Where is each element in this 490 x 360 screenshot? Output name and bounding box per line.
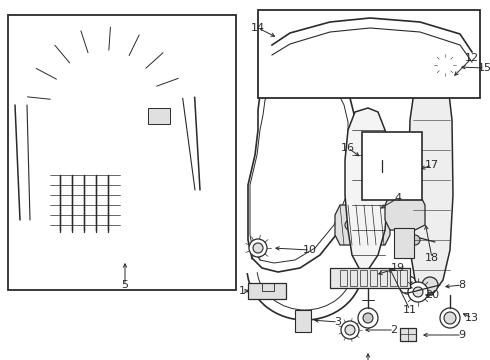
Circle shape xyxy=(341,321,359,339)
Circle shape xyxy=(422,277,438,293)
Polygon shape xyxy=(408,65,453,295)
Circle shape xyxy=(95,252,115,272)
Circle shape xyxy=(374,144,390,160)
Polygon shape xyxy=(472,50,480,65)
Polygon shape xyxy=(345,108,388,270)
Text: 20: 20 xyxy=(425,290,439,300)
Bar xyxy=(258,10,480,98)
Circle shape xyxy=(100,257,110,267)
Text: 2: 2 xyxy=(391,325,397,335)
Text: 16: 16 xyxy=(341,143,355,153)
Text: 10: 10 xyxy=(303,245,317,255)
Bar xyxy=(8,15,236,290)
Text: 19: 19 xyxy=(391,263,405,273)
Polygon shape xyxy=(50,243,82,268)
Text: 11: 11 xyxy=(403,305,417,315)
Bar xyxy=(262,283,274,291)
Polygon shape xyxy=(390,158,415,182)
Bar xyxy=(295,310,311,332)
Circle shape xyxy=(363,313,373,323)
Polygon shape xyxy=(385,195,425,230)
Circle shape xyxy=(152,82,158,88)
Bar xyxy=(390,270,397,286)
Text: 3: 3 xyxy=(335,317,342,327)
Text: 8: 8 xyxy=(459,280,466,290)
Text: 13: 13 xyxy=(465,313,479,323)
Circle shape xyxy=(253,243,263,253)
Text: 12: 12 xyxy=(465,53,479,63)
Text: 1: 1 xyxy=(239,286,245,296)
Text: 18: 18 xyxy=(425,253,439,263)
Text: 9: 9 xyxy=(459,330,466,340)
Circle shape xyxy=(249,239,267,257)
Text: 14: 14 xyxy=(251,23,265,33)
Polygon shape xyxy=(335,205,390,245)
Circle shape xyxy=(441,61,449,69)
Circle shape xyxy=(440,308,460,328)
Text: 5: 5 xyxy=(122,280,128,290)
Circle shape xyxy=(410,235,420,245)
Circle shape xyxy=(345,325,355,335)
Bar xyxy=(380,270,387,286)
Circle shape xyxy=(358,308,378,328)
Bar xyxy=(400,328,416,341)
Circle shape xyxy=(276,66,284,74)
Circle shape xyxy=(413,287,423,297)
Polygon shape xyxy=(367,168,398,192)
Text: 17: 17 xyxy=(425,160,439,170)
Bar xyxy=(148,108,170,124)
Polygon shape xyxy=(248,68,355,272)
Circle shape xyxy=(399,276,417,294)
Text: 15: 15 xyxy=(478,63,490,73)
Bar xyxy=(394,228,414,258)
Polygon shape xyxy=(20,175,165,240)
Bar xyxy=(370,270,377,286)
Bar xyxy=(362,132,422,200)
Bar xyxy=(360,270,367,286)
Bar xyxy=(350,270,357,286)
Polygon shape xyxy=(22,243,55,268)
Circle shape xyxy=(378,148,386,156)
Polygon shape xyxy=(267,55,290,82)
Text: 4: 4 xyxy=(394,193,402,203)
Bar xyxy=(330,268,410,288)
Circle shape xyxy=(408,282,428,302)
Bar xyxy=(400,270,407,286)
Circle shape xyxy=(444,312,456,324)
Circle shape xyxy=(437,57,453,73)
Bar xyxy=(340,270,347,286)
Bar xyxy=(248,283,286,299)
Polygon shape xyxy=(265,44,272,58)
